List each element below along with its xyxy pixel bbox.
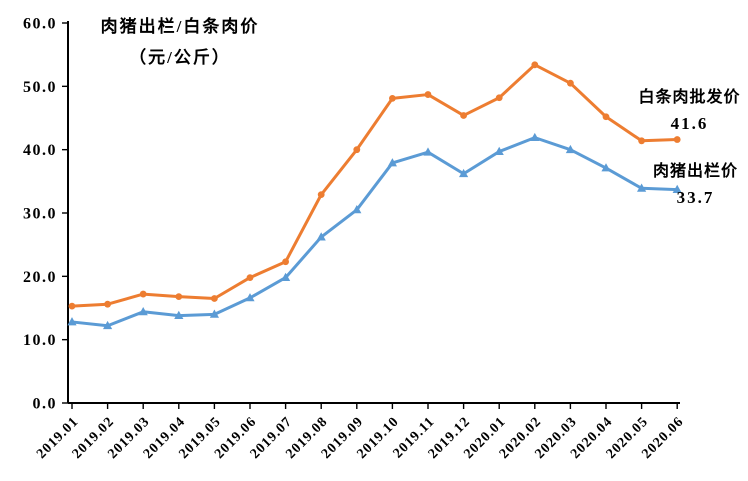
data-point-marker xyxy=(211,295,218,302)
data-point-marker xyxy=(103,320,113,330)
data-point-marker xyxy=(209,309,219,318)
y-tick-label: 0.0 xyxy=(33,396,58,413)
data-point-marker xyxy=(672,184,682,193)
data-point-marker xyxy=(353,146,361,154)
data-point-marker xyxy=(637,183,647,192)
y-tick-label: 30.0 xyxy=(23,206,57,223)
series-value-pig: 33.7 xyxy=(676,188,715,207)
data-point-marker xyxy=(565,144,575,154)
series-value-wholesale: 41.6 xyxy=(670,114,709,133)
y-tick-label: 50.0 xyxy=(23,79,57,96)
data-point-marker xyxy=(531,61,539,69)
data-point-marker xyxy=(104,300,111,308)
series-line xyxy=(70,136,679,328)
y-tick-label: 40.0 xyxy=(23,142,57,159)
data-point-marker xyxy=(245,293,255,302)
data-point-marker xyxy=(673,136,681,143)
chart-title: 肉猪出栏/白条肉价 xyxy=(100,17,260,36)
data-point-marker xyxy=(68,302,76,310)
data-point-marker xyxy=(175,293,183,300)
data-point-marker xyxy=(638,137,645,145)
data-point-marker xyxy=(567,79,574,87)
data-point-marker xyxy=(424,91,432,98)
series-annotation-wholesale: 白条肉批发价 41.6 xyxy=(627,85,748,137)
y-tick-label: 20.0 xyxy=(23,269,57,286)
data-point-marker xyxy=(282,258,289,266)
data-point-marker xyxy=(389,94,396,102)
series-wholesale xyxy=(68,61,681,310)
data-point-marker xyxy=(281,272,291,281)
data-point-marker xyxy=(316,232,326,241)
data-point-marker xyxy=(174,310,184,319)
series-annotation-pig: 肉猪出栏价 33.7 xyxy=(633,159,748,211)
data-point-marker xyxy=(460,112,467,119)
series-line xyxy=(70,63,679,308)
data-point-marker xyxy=(138,307,148,316)
data-point-marker xyxy=(601,163,611,172)
data-point-marker xyxy=(602,113,610,121)
data-point-marker xyxy=(494,146,504,155)
y-tick-label: 60.0 xyxy=(23,16,57,33)
data-point-marker xyxy=(495,94,503,102)
chart-title-block: 肉猪出栏/白条肉价 （元/公斤） xyxy=(88,11,272,73)
data-point-marker xyxy=(317,191,325,199)
data-point-marker xyxy=(459,168,469,178)
data-point-marker xyxy=(246,274,254,281)
data-point-marker xyxy=(530,132,540,142)
data-point-marker xyxy=(352,205,362,214)
series-pig xyxy=(67,132,682,330)
series-label-wholesale: 白条肉批发价 xyxy=(638,89,741,106)
chart-subtitle: （元/公斤） xyxy=(129,48,231,67)
data-point-marker xyxy=(139,290,147,298)
series-label-pig: 肉猪出栏价 xyxy=(652,163,738,180)
data-point-marker xyxy=(387,158,397,167)
data-point-marker xyxy=(423,147,433,156)
y-tick-label: 10.0 xyxy=(23,332,57,349)
data-point-marker xyxy=(67,317,77,326)
